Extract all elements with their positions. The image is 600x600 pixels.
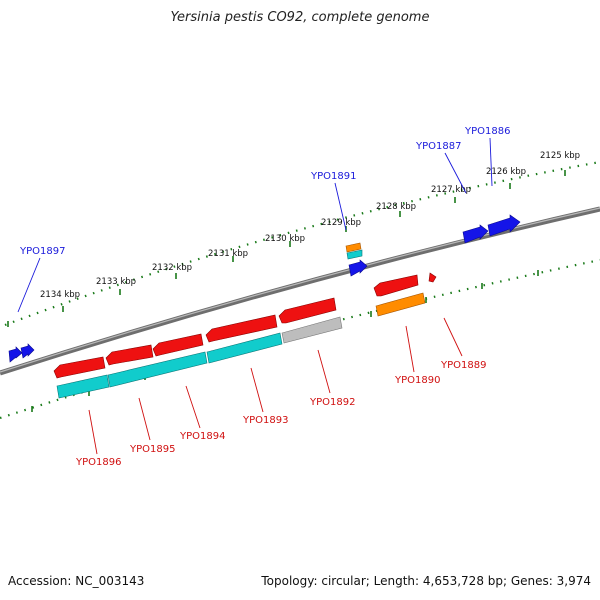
gene-arrow-ypo1889	[428, 272, 437, 283]
gene-box-cyan-small	[346, 249, 363, 260]
kbp-label-2128: 2128 kbp	[376, 202, 416, 212]
gene-label-ypo1889: YPO1889	[440, 360, 486, 371]
gene-box-ypo1892-gray	[281, 316, 343, 344]
ruler-labels: 2125 kbp 2126 kbp 2127 kbp 2128 kbp 2129…	[40, 151, 580, 300]
accession-text: Accession: NC_003143	[8, 574, 145, 588]
kbp-label-2132: 2132 kbp	[152, 263, 192, 273]
gene-arrow-ypo1886	[487, 214, 521, 237]
gene-label-ypo1892: YPO1892	[309, 397, 355, 408]
gene-arrow-ypo1897b	[20, 343, 35, 359]
gene-label-ypo1887: YPO1887	[415, 141, 461, 152]
genome-backbone-highlight	[0, 207, 600, 373]
gene-label-ypo1895: YPO1895	[129, 444, 175, 455]
kbp-label-2127: 2127 kbp	[431, 185, 471, 195]
gene-box-ypo1896-cyan	[56, 374, 110, 399]
gene-arrow-ypo1897a	[8, 346, 23, 363]
kbp-label-2130: 2130 kbp	[265, 234, 305, 244]
gene-label-ypo1897: YPO1897	[19, 246, 65, 257]
bottom-leader-lines	[88, 317, 463, 455]
gene-box-ypo1893-cyan	[206, 332, 283, 364]
kbp-label-2133: 2133 kbp	[96, 277, 136, 287]
bottom-gene-labels: YPO1889 YPO1890 YPO1892 YPO1893 YPO1894 …	[75, 360, 486, 468]
gene-label-ypo1893: YPO1893	[242, 415, 288, 426]
kbp-label-2134: 2134 kbp	[40, 290, 80, 300]
upper-ruler-ticks	[7, 170, 566, 327]
gene-arrow-ypo1887	[462, 224, 489, 244]
upper-ruler	[4, 160, 600, 327]
gene-label-ypo1894: YPO1894	[179, 431, 225, 442]
genome-backbone	[0, 206, 600, 376]
reverse-genes	[53, 272, 437, 399]
forward-genes	[8, 214, 521, 363]
kbp-label-2125: 2125 kbp	[540, 151, 580, 161]
gene-label-ypo1890: YPO1890	[394, 375, 440, 386]
gene-box-ypo1890-orange	[375, 292, 426, 317]
gene-arrow-ypo1892-red	[278, 297, 337, 324]
gene-arrow-ypo1894-red	[152, 333, 204, 357]
page-title: Yersinia pestis CO92, complete genome	[170, 10, 430, 25]
genome-summary-text: Topology: circular; Length: 4,653,728 bp…	[261, 574, 591, 588]
top-gene-labels: YPO1886 YPO1887 YPO1891 YPO1897	[19, 126, 510, 257]
kbp-label-2129: 2129 kbp	[321, 218, 361, 228]
gene-arrow-ypo1895-red	[105, 344, 154, 366]
gene-arrow-ypo1896-red	[53, 356, 106, 379]
gene-label-ypo1891: YPO1891	[310, 171, 356, 182]
gene-box-ypo1894-cyan	[107, 351, 208, 388]
top-leader-lines	[17, 137, 493, 313]
gene-arrow-ypo1891	[348, 259, 368, 277]
gene-label-ypo1896: YPO1896	[75, 457, 121, 468]
gene-box-orange-small	[345, 242, 362, 253]
kbp-label-2126: 2126 kbp	[486, 167, 526, 177]
gene-arrow-ypo1890-red	[373, 274, 419, 297]
kbp-label-2131: 2131 kbp	[208, 249, 248, 259]
gene-arrow-ypo1893-red	[205, 314, 278, 343]
gene-label-ypo1886: YPO1886	[464, 126, 510, 137]
